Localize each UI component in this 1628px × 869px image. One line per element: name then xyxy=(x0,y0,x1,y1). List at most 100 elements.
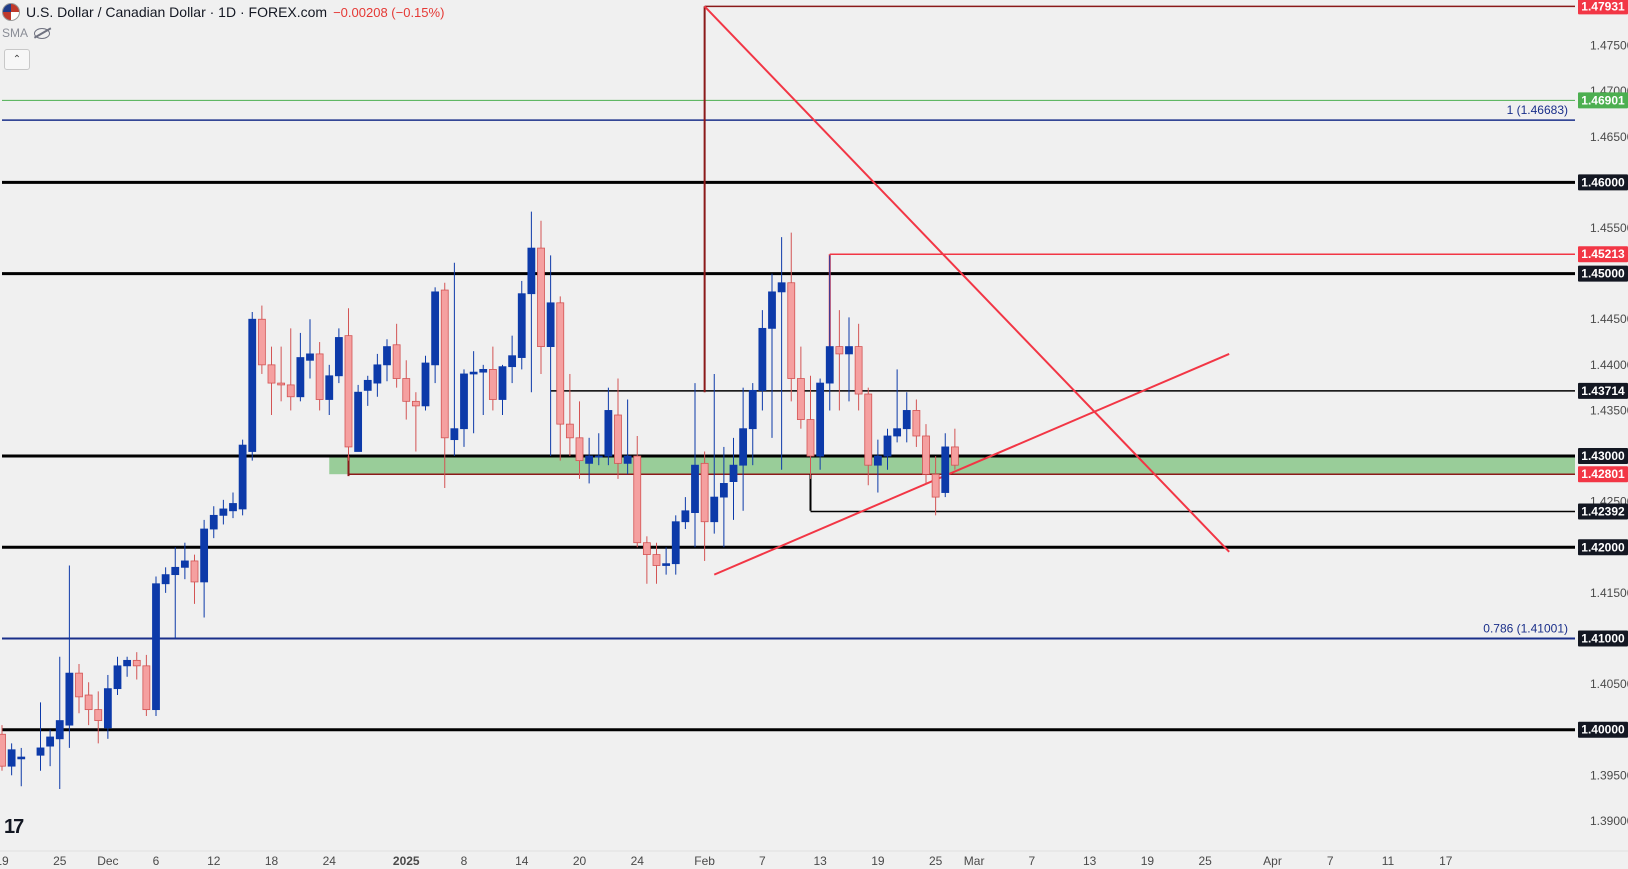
candle-body xyxy=(585,455,594,464)
candle-body xyxy=(248,318,257,452)
candle-58 xyxy=(565,373,574,457)
candle-body xyxy=(912,410,921,437)
candle-body xyxy=(710,496,719,523)
candle-96 xyxy=(931,456,940,516)
candle-body xyxy=(103,688,112,729)
candle-body xyxy=(806,419,815,457)
candle-body xyxy=(421,362,430,407)
x-tick-label-14: 13 xyxy=(813,854,827,868)
candle-body xyxy=(835,346,844,355)
symbol-title[interactable]: U.S. Dollar / Canadian Dollar · 1D · FOR… xyxy=(26,4,328,20)
candle-body xyxy=(132,659,141,667)
x-tick-label-1: 25 xyxy=(53,854,67,868)
x-tick-label-18: 7 xyxy=(1029,854,1036,868)
candle-0 xyxy=(0,725,6,771)
y-tick-label-0: 1.39000 xyxy=(1590,814,1628,828)
candle-80 xyxy=(777,237,786,470)
candle-body xyxy=(219,508,228,516)
candle-body xyxy=(152,583,160,711)
candle-body xyxy=(922,435,930,475)
candle-body xyxy=(344,335,353,448)
candle-44 xyxy=(431,287,440,384)
candle-body xyxy=(277,382,286,386)
candle-body xyxy=(354,391,363,452)
candle-12 xyxy=(123,656,132,677)
candle-6 xyxy=(65,565,74,748)
candle-55 xyxy=(537,220,545,374)
candle-31 xyxy=(306,319,314,379)
candle-10 xyxy=(103,674,112,739)
candle-body xyxy=(373,364,382,384)
candle-body xyxy=(642,542,651,555)
x-tick-label-23: 7 xyxy=(1327,854,1334,868)
candle-body xyxy=(209,514,218,530)
candle-body xyxy=(787,282,796,379)
candle-body xyxy=(238,444,247,510)
candle-body xyxy=(565,423,574,439)
candle-body xyxy=(84,694,93,711)
candle-35 xyxy=(344,308,353,461)
candle-52 xyxy=(508,335,517,384)
candle-97 xyxy=(941,433,950,498)
candle-86 xyxy=(835,310,844,411)
candle-14 xyxy=(142,654,151,717)
candle-42 xyxy=(411,392,420,452)
x-tick-label-10: 20 xyxy=(573,854,587,868)
candle-body xyxy=(402,378,411,402)
x-tick-label-20: 19 xyxy=(1141,854,1155,868)
x-tick-label-8: 8 xyxy=(461,854,468,868)
candle-body xyxy=(392,344,401,379)
tradingview-logo: 17 xyxy=(4,816,24,838)
candle-25 xyxy=(248,311,257,461)
candle-43 xyxy=(421,355,430,411)
hidden-eye-icon[interactable] xyxy=(34,27,51,39)
collapse-legend-button[interactable]: ⌃ xyxy=(4,49,30,70)
candle-body xyxy=(229,503,237,512)
candle-body xyxy=(594,455,603,458)
price-label-bg-12 xyxy=(1578,721,1628,738)
price-label-12: 1.40000 xyxy=(1581,723,1625,737)
candle-71 xyxy=(691,383,699,548)
candle-45 xyxy=(440,282,449,488)
candle-65 xyxy=(633,435,642,548)
candle-body xyxy=(440,289,449,439)
chart-header: U.S. Dollar / Canadian Dollar · 1D · FOR… xyxy=(0,0,444,24)
candle-64 xyxy=(623,399,632,475)
candle-body xyxy=(200,528,209,583)
candle-85 xyxy=(825,255,834,411)
candle-body xyxy=(479,369,488,373)
fib-label-1: 0.786 (1.41001) xyxy=(1483,621,1568,635)
candle-body xyxy=(739,428,748,466)
x-tick-label-21: 25 xyxy=(1198,854,1212,868)
price-change: −0.00208 (−0.15%) xyxy=(333,4,445,20)
x-tick-label-12: Feb xyxy=(694,854,715,868)
candle-body xyxy=(383,346,391,366)
sma-indicator-label[interactable]: SMA xyxy=(2,26,29,40)
candle-27 xyxy=(267,346,276,416)
candle-84 xyxy=(816,378,825,470)
candle-19 xyxy=(190,554,199,604)
candle-66 xyxy=(642,536,651,584)
candle-body xyxy=(315,353,324,400)
candle-body xyxy=(902,410,911,430)
candle-47 xyxy=(460,369,468,447)
candle-body xyxy=(575,437,584,462)
candle-body xyxy=(123,659,132,667)
candle-body xyxy=(498,366,507,400)
candle-body xyxy=(325,375,334,400)
x-tick-label-4: 12 xyxy=(207,854,221,868)
candle-30 xyxy=(296,332,305,402)
candle-body xyxy=(768,291,776,329)
x-tick-label-15: 19 xyxy=(871,854,885,868)
candle-59 xyxy=(575,401,584,479)
candle-41 xyxy=(402,360,411,420)
price-label-bg-8 xyxy=(1578,466,1628,483)
x-tick-label-22: Apr xyxy=(1263,854,1282,868)
candle-91 xyxy=(883,428,892,470)
candle-28 xyxy=(277,346,286,402)
candle-17 xyxy=(171,547,180,639)
candle-body xyxy=(825,346,834,384)
candle-38 xyxy=(373,353,382,397)
x-tick-label-13: 7 xyxy=(759,854,766,868)
